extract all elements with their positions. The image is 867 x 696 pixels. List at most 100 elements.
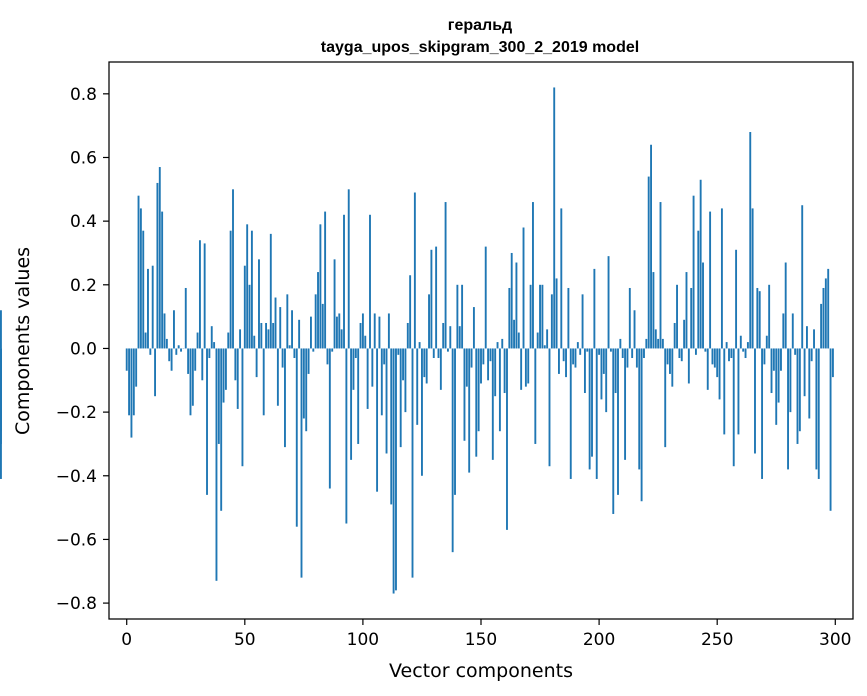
- chart-subtitle: tayga_upos_skipgram_300_2_2019 model: [321, 39, 639, 56]
- bar: [654, 329, 657, 349]
- bar: [761, 348, 764, 479]
- bar: [602, 348, 605, 374]
- bar: [626, 348, 629, 368]
- bar: [567, 287, 570, 349]
- bar: [560, 208, 563, 349]
- bar: [650, 144, 652, 349]
- y-tick-label: −0.8: [56, 594, 97, 614]
- bar: [227, 332, 230, 349]
- x-tick-label: 300: [819, 630, 851, 650]
- bar: [234, 348, 237, 381]
- bar: [666, 348, 669, 365]
- bar: [305, 348, 308, 432]
- bar: [532, 202, 534, 349]
- y-axis-ticks: −0.8 −0.6 −0.4 −0.2 0.0 0.2 0.4 0.6 0.8: [56, 85, 109, 614]
- bar: [735, 249, 738, 349]
- bar: [402, 348, 404, 381]
- bar: [697, 230, 700, 349]
- bar: [232, 189, 234, 349]
- bar: [763, 348, 766, 365]
- bar: [628, 287, 631, 349]
- bar: [612, 348, 615, 514]
- bar: [236, 348, 239, 409]
- bar: [725, 342, 728, 349]
- bar: [496, 342, 499, 349]
- bar: [439, 348, 442, 390]
- bar: [687, 348, 690, 384]
- bar: [387, 313, 390, 349]
- bar: [501, 338, 504, 349]
- bar: [477, 348, 480, 432]
- bar: [720, 208, 723, 349]
- bar: [470, 348, 473, 368]
- bar: [508, 287, 511, 349]
- bar: [397, 348, 400, 355]
- bar: [468, 348, 471, 473]
- y-tick-label: −0.6: [56, 530, 97, 550]
- bar: [456, 284, 459, 349]
- bar: [458, 326, 461, 349]
- bar: [515, 262, 518, 349]
- bar: [803, 348, 806, 397]
- bar: [553, 87, 556, 349]
- bar: [279, 307, 282, 349]
- bar: [574, 348, 577, 368]
- x-tick-label: 200: [583, 630, 615, 650]
- bar: [428, 294, 430, 349]
- bar: [425, 348, 428, 384]
- bar: [754, 348, 756, 454]
- bar: [798, 348, 801, 432]
- bar: [506, 348, 508, 530]
- bar: [156, 182, 159, 349]
- bar: [0, 348, 2, 362]
- bar: [524, 348, 527, 387]
- bar: [243, 265, 246, 349]
- bar: [581, 294, 584, 349]
- bar: [737, 348, 740, 435]
- bar: [364, 335, 367, 349]
- bar: [801, 205, 804, 349]
- bar: [638, 348, 641, 470]
- bar: [369, 214, 371, 349]
- bar: [274, 297, 277, 349]
- bar: [517, 332, 520, 349]
- bar: [248, 284, 251, 349]
- bar: [206, 348, 208, 495]
- bar: [685, 272, 688, 349]
- bar: [831, 348, 834, 378]
- bar: [808, 348, 811, 419]
- x-tick-label: 100: [347, 630, 379, 650]
- bar: [343, 214, 345, 349]
- bar: [326, 348, 329, 365]
- bar: [723, 348, 726, 435]
- bar: [463, 348, 466, 441]
- bar: [310, 316, 312, 349]
- bar: [125, 348, 128, 371]
- bar: [572, 348, 575, 365]
- bar: [154, 348, 156, 397]
- bar: [338, 313, 341, 349]
- bar: [789, 348, 792, 413]
- bar: [217, 348, 220, 444]
- bar: [548, 348, 551, 467]
- bar: [198, 240, 201, 349]
- bar: [324, 211, 327, 349]
- bar: [558, 348, 560, 374]
- bar: [539, 284, 541, 349]
- bar: [480, 348, 482, 384]
- bar: [751, 208, 754, 349]
- bar: [730, 348, 733, 359]
- bar: [265, 322, 268, 349]
- bar: [541, 284, 544, 349]
- x-axis-label: Vector components: [389, 660, 573, 682]
- bar: [555, 278, 558, 349]
- bar: [307, 348, 310, 374]
- bar: [442, 322, 445, 349]
- bar: [444, 202, 447, 349]
- bar: [276, 348, 279, 406]
- bar: [286, 294, 289, 349]
- bar: [520, 348, 523, 390]
- bar: [347, 189, 350, 349]
- bar: [293, 348, 296, 359]
